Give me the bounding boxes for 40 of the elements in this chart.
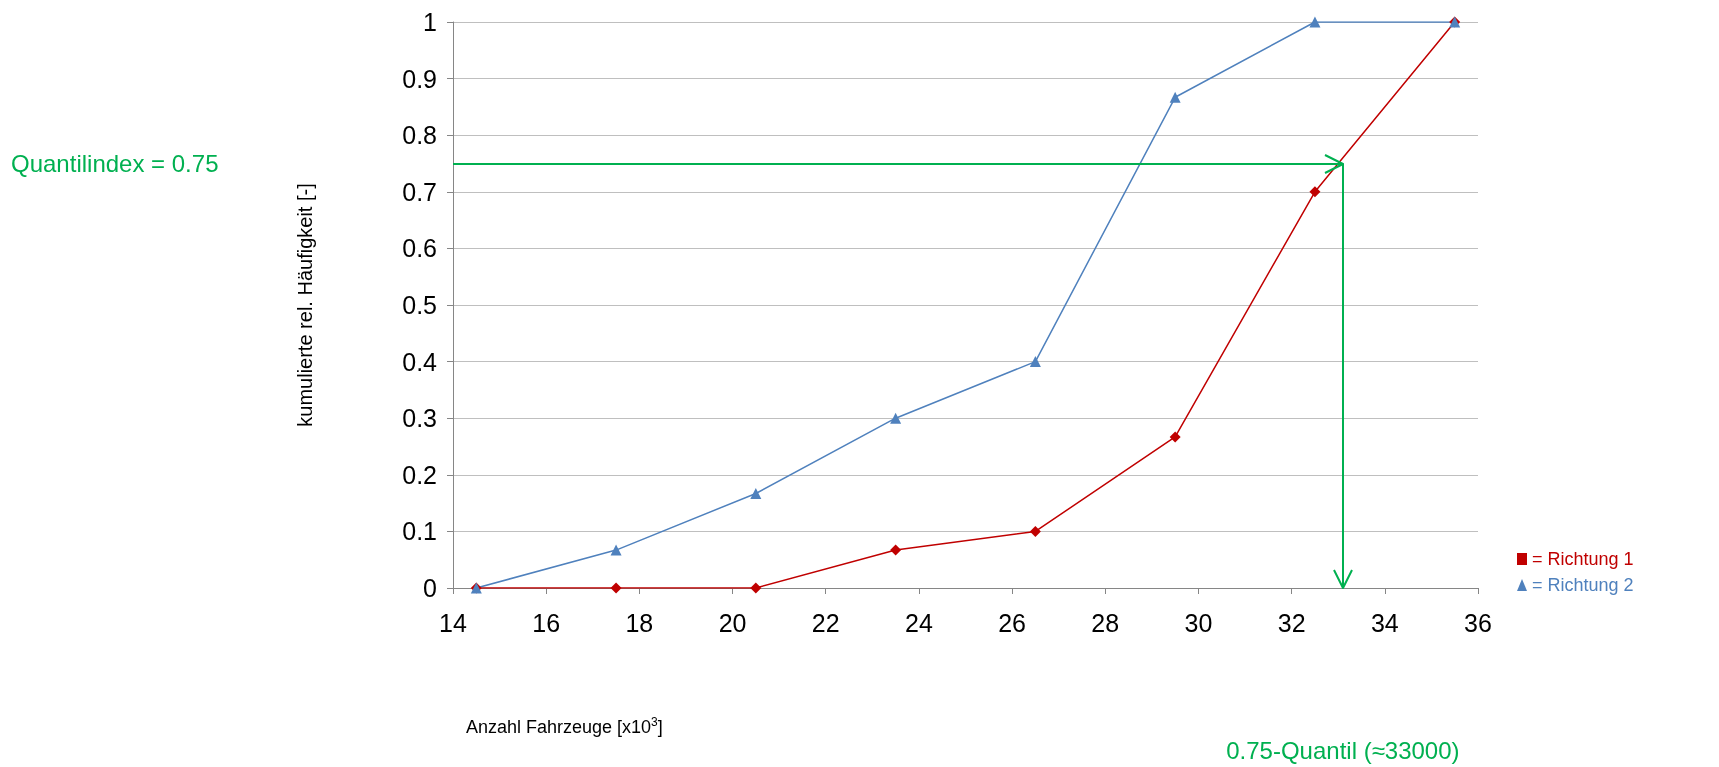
y-tick-label: 0.7 [402,177,437,206]
y-tick-label: 0.1 [402,517,437,546]
x-tick-label: 36 [1464,608,1492,637]
x-tick-label: 18 [625,608,654,637]
y-tick-label: 0.9 [402,64,437,93]
y-tick-label: 0.3 [402,404,437,433]
point [890,412,902,424]
point [1029,356,1041,368]
ref-line-label: 0.75-Quantil (≈33000) [1226,736,1460,764]
point [1309,16,1321,28]
y-tick-label: 0.5 [402,291,437,319]
x-tick-label: 32 [1277,608,1306,637]
point [1309,186,1321,198]
point [610,582,622,594]
y-tick-label: 0 [423,574,437,602]
y-tick-label: 0.6 [402,234,437,263]
legend-label: = Richtung 2 [1532,575,1634,595]
x-tick-label: 16 [532,608,561,637]
legend-label: = Richtung 1 [1532,549,1634,569]
point [1029,525,1041,537]
x-tick-label: 26 [998,608,1026,637]
point [750,487,762,499]
x-tick-label: 22 [811,608,840,637]
y-tick-label: 0.4 [402,347,438,376]
x-tick-label: 24 [905,608,933,637]
x-tick-label: 14 [439,608,467,637]
y-tick-label: 0.2 [402,460,437,489]
point [890,544,902,556]
ref-line-label: Quantilindex = 0.75 [11,150,219,177]
point [1169,91,1181,103]
point [610,544,622,556]
x-tick-label: 28 [1091,608,1120,637]
x-tick-label: 34 [1370,608,1399,637]
y-tick-label: 0.8 [402,121,437,150]
y-axis-title: kumulierte rel. Häufigkeit [-] [294,183,316,427]
x-tick-label: 30 [1184,608,1213,637]
x-tick-label: 20 [718,608,747,637]
point [1169,431,1181,443]
point [750,582,762,594]
y-tick-label: 1 [423,8,437,36]
